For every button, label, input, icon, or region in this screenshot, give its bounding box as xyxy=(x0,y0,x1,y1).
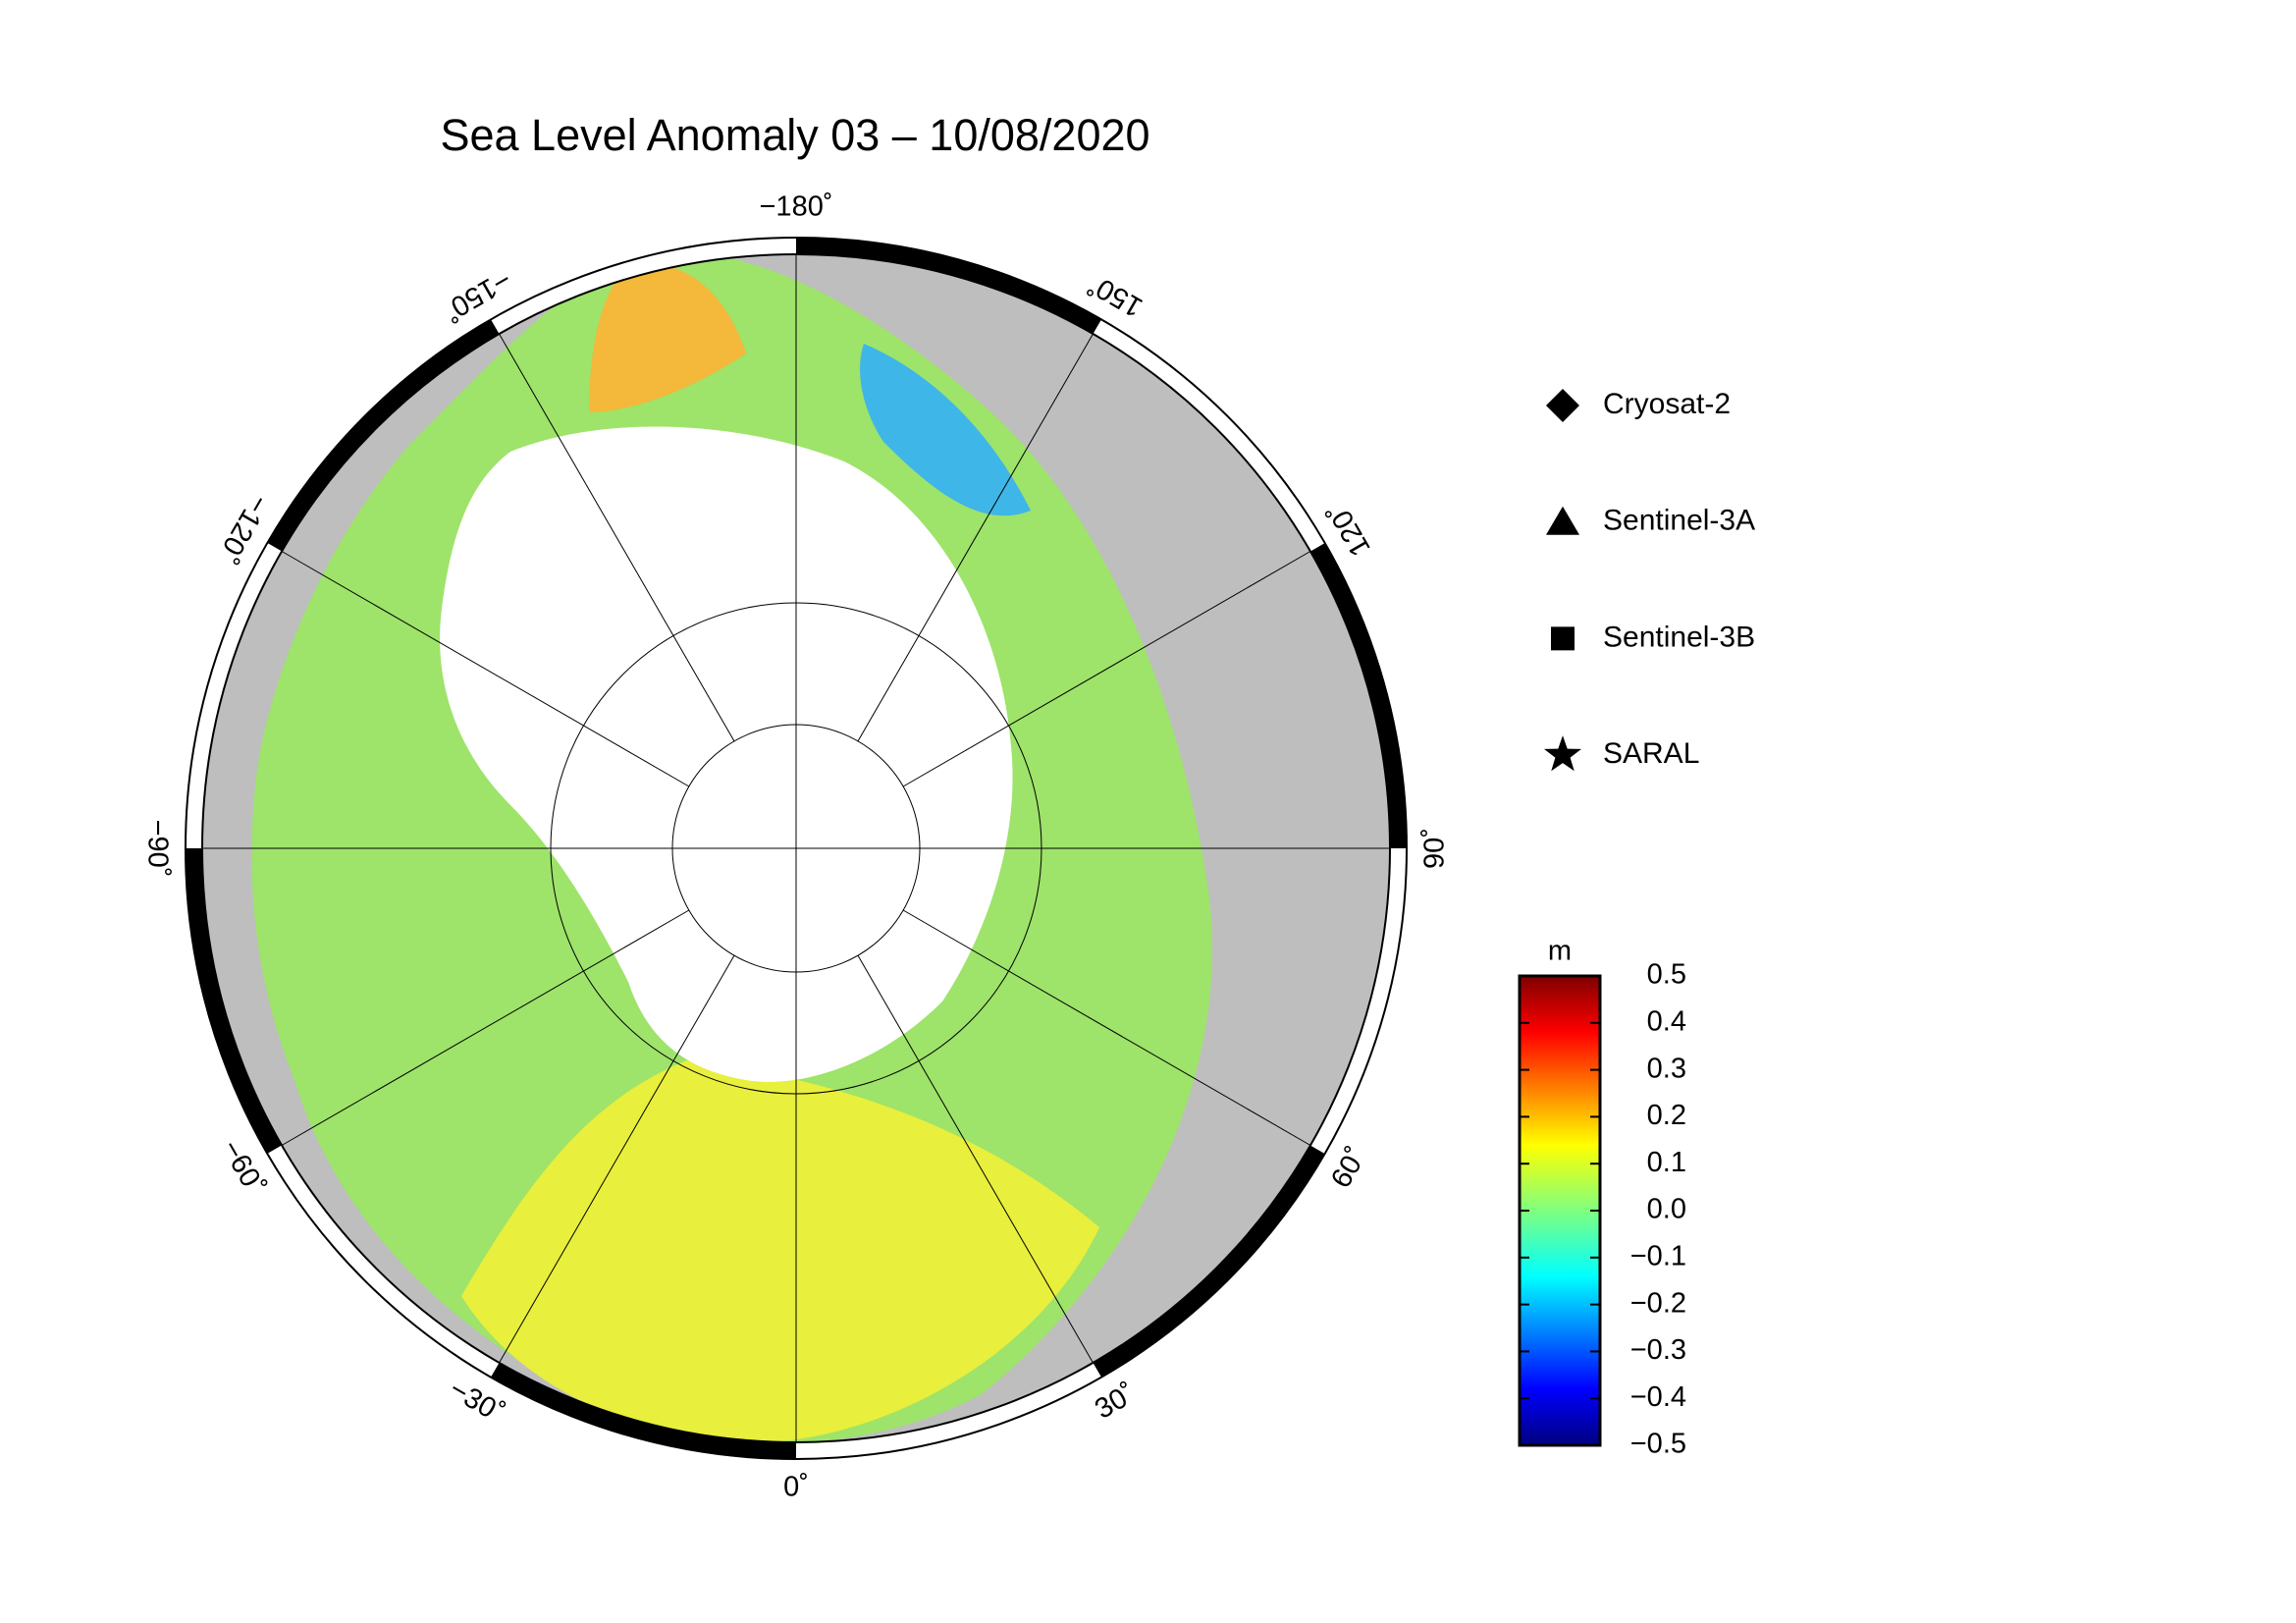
colorbar-unit: m xyxy=(1548,936,1572,967)
meridian xyxy=(902,551,1311,787)
colorbar-tick-label: 0.1 xyxy=(1647,1147,1686,1178)
legend-marker xyxy=(1543,735,1582,772)
map-frame xyxy=(185,237,1408,1460)
colorbar-tick-label: 0.0 xyxy=(1647,1194,1686,1225)
legend-label: Sentinel-3B xyxy=(1603,621,1755,653)
colorbar-scale xyxy=(1518,974,1602,1447)
frame-segment xyxy=(1093,319,1325,552)
map-title: Sea Level Anomaly 03 – 10/08/2020 xyxy=(440,110,1149,160)
colorbar-tick-label: −0.5 xyxy=(1630,1429,1686,1460)
legend-marker xyxy=(1546,506,1579,535)
colorbar-tick-label: 0.2 xyxy=(1647,1100,1686,1131)
colorbar-tick-label: −0.3 xyxy=(1630,1334,1686,1366)
frame-segment xyxy=(1309,847,1407,1154)
longitude-label: 0˚ xyxy=(783,1472,809,1503)
ocean-field xyxy=(461,1060,1099,1442)
longitude-label: 90˚ xyxy=(1419,828,1451,869)
legend-label: Sentinel-3A xyxy=(1603,505,1755,537)
frame-segment xyxy=(795,1362,1101,1459)
frame-edge xyxy=(201,253,1391,1443)
colorbar-tick-label: −0.2 xyxy=(1630,1287,1686,1319)
colorbar-tick-label: 0.5 xyxy=(1647,959,1686,991)
sea-ice xyxy=(440,426,1013,1082)
meridian xyxy=(499,954,735,1364)
meridian xyxy=(499,333,735,742)
legend: Cryosat-2 Sentinel-3A Sentinel-3B SARAL xyxy=(1543,388,1755,772)
meridian xyxy=(281,551,690,787)
frame-segment xyxy=(491,238,797,335)
meridian xyxy=(281,909,690,1146)
legend-marker xyxy=(1546,389,1579,422)
graticule xyxy=(202,254,1390,1442)
colorbar-tick-label: −0.4 xyxy=(1630,1381,1686,1413)
meridian xyxy=(902,909,1311,1146)
longitude-label: 30˚ xyxy=(1090,1378,1141,1426)
colorbar: m 0.5 0.4 0.3 0.2 0.1 0.0 −0.1 −0.2 −0.3 −0.4 −0.5 xyxy=(1518,936,1686,1460)
longitude-label: 60˚ xyxy=(1325,1142,1373,1193)
frame-segment xyxy=(795,238,1101,335)
frame-segment xyxy=(267,1145,500,1378)
frame-segment xyxy=(1093,1145,1325,1378)
frame-segment xyxy=(267,319,500,552)
longitude-label: −90˚ xyxy=(141,820,173,878)
map-surface xyxy=(202,254,1390,1442)
colorbar-tick-label: 0.4 xyxy=(1647,1005,1686,1037)
legend-marker xyxy=(1551,626,1575,651)
frame-edge xyxy=(185,237,1408,1460)
frame-segment xyxy=(491,1362,797,1459)
ocean-field xyxy=(860,344,1031,516)
longitude-label: −180˚ xyxy=(760,191,833,223)
colorbar-tick-label: 0.3 xyxy=(1647,1053,1686,1084)
ocean-field xyxy=(589,263,746,412)
meridian xyxy=(857,954,1094,1364)
colorbar-tick-label: −0.1 xyxy=(1630,1240,1686,1271)
legend-label: SARAL xyxy=(1603,737,1699,770)
frame-segment xyxy=(186,847,283,1154)
meridian xyxy=(857,333,1094,742)
legend-label: Cryosat-2 xyxy=(1603,388,1731,420)
frame-segment xyxy=(186,543,283,849)
frame-segment xyxy=(1309,543,1407,849)
